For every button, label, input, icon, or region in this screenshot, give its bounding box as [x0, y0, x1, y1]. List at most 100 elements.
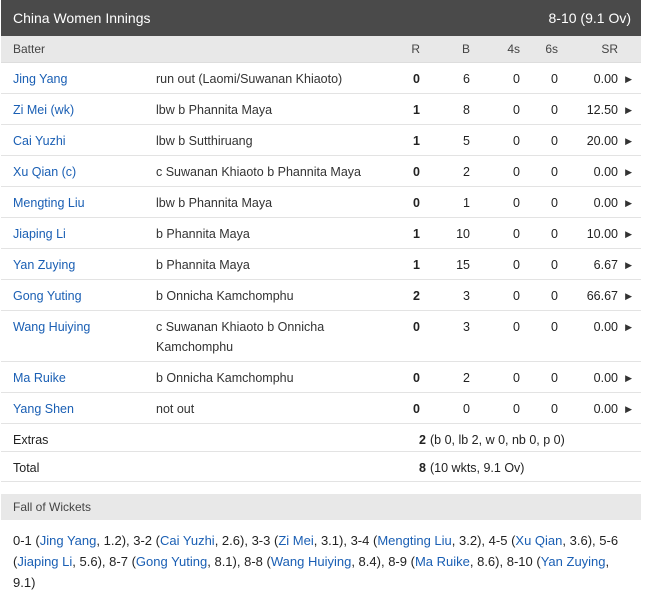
fow-score: 0-1	[13, 533, 32, 548]
col-strike-rate: SR	[601, 42, 618, 56]
col-balls: B	[461, 42, 470, 56]
fow-batter-link[interactable]: Jiaping Li	[17, 554, 73, 569]
fours-value: 0	[513, 165, 520, 179]
expand-arrow-icon[interactable]: ▶	[625, 291, 632, 301]
fow-score: 3-3	[251, 533, 271, 548]
strike-rate-value: 0.00	[593, 371, 618, 385]
batter-list: Jing Yang run out (Laomi/Suwanan Khiaoto)…	[1, 63, 641, 424]
batter-row[interactable]: Yan Zuying b Phannita Maya 1 15 0 0 6.67 ▶	[1, 249, 641, 280]
batter-row[interactable]: Mengting Liu lbw b Phannita Maya 0 1 0 0 0.00 ▶	[1, 187, 641, 218]
dismissal-text: b Phannita Maya	[156, 227, 250, 241]
fow-score: 3-2	[133, 533, 153, 548]
dismissal-text: c Suwanan Khiaoto b Onnicha Kamchomphu	[156, 320, 325, 354]
expand-arrow-icon[interactable]: ▶	[625, 198, 632, 208]
batter-row[interactable]: Jing Yang run out (Laomi/Suwanan Khiaoto)…	[1, 63, 641, 94]
fow-batter-link[interactable]: Jing Yang	[39, 533, 97, 548]
fours-value: 0	[513, 196, 520, 210]
expand-arrow-icon[interactable]: ▶	[625, 105, 632, 115]
innings-score: 8-10 (9.1 Ov)	[548, 10, 631, 26]
batter-name-link[interactable]: Jing Yang	[13, 72, 68, 86]
dismissal-text: b Phannita Maya	[156, 258, 250, 272]
expand-arrow-icon[interactable]: ▶	[625, 322, 632, 332]
batter-row[interactable]: Zi Mei (wk) lbw b Phannita Maya 1 8 0 0 12.50 ▶	[1, 94, 641, 125]
batter-name-link[interactable]: Wang Huiying	[13, 320, 91, 334]
runs-value: 0	[413, 320, 420, 334]
batter-name-link[interactable]: Zi Mei (wk)	[13, 103, 75, 117]
sixes-value: 0	[551, 165, 558, 179]
batter-name-link[interactable]: Jiaping Li	[13, 227, 66, 241]
column-header: Batter R B 4s 6s SR	[1, 36, 641, 63]
runs-value: 2	[413, 289, 420, 303]
total-value: 8	[419, 461, 426, 475]
innings-title: China Women Innings	[13, 10, 151, 26]
fow-over: 2.6	[221, 533, 240, 548]
fow-batter-link[interactable]: Cai Yuzhi	[160, 533, 215, 548]
sixes-value: 0	[551, 402, 558, 416]
batter-name-link[interactable]: Mengting Liu	[13, 196, 85, 210]
fours-value: 0	[513, 103, 520, 117]
fow-batter-link[interactable]: Zi Mei	[278, 533, 314, 548]
sixes-value: 0	[551, 371, 558, 385]
sixes-value: 0	[551, 103, 558, 117]
batter-row[interactable]: Xu Qian (c) c Suwanan Khiaoto b Phannita …	[1, 156, 641, 187]
dismissal-text: lbw b Sutthiruang	[156, 134, 253, 148]
innings-header: China Women Innings 8-10 (9.1 Ov)	[1, 0, 641, 36]
fours-value: 0	[513, 258, 520, 272]
dismissal-text: lbw b Phannita Maya	[156, 103, 273, 117]
fow-batter-link[interactable]: Wang Huiying	[270, 554, 352, 569]
balls-value: 6	[463, 72, 470, 86]
batter-name-link[interactable]: Xu Qian (c)	[13, 165, 77, 179]
batter-row[interactable]: Jiaping Li b Phannita Maya 1 10 0 0 10.00 ▶	[1, 218, 641, 249]
batter-name-link[interactable]: Gong Yuting	[13, 289, 82, 303]
sixes-value: 0	[551, 258, 558, 272]
fow-score: 8-8	[244, 554, 263, 569]
col-batter: Batter	[13, 42, 46, 56]
fow-batter-link[interactable]: Mengting Liu	[377, 533, 452, 548]
fow-score: 5-6	[599, 533, 619, 548]
batter-name-link[interactable]: Yan Zuying	[13, 258, 76, 272]
expand-arrow-icon[interactable]: ▶	[625, 260, 632, 270]
extras-detail: (b 0, lb 2, w 0, nb 0, p 0)	[430, 433, 565, 447]
batter-name-link[interactable]: Cai Yuzhi	[13, 134, 66, 148]
balls-value: 2	[463, 371, 470, 385]
expand-arrow-icon[interactable]: ▶	[625, 404, 632, 414]
balls-value: 3	[463, 289, 470, 303]
dismissal-text: c Suwanan Khiaoto b Phannita Maya	[156, 165, 361, 179]
strike-rate-value: 0.00	[593, 165, 618, 179]
fow-batter-link[interactable]: Gong Yuting	[135, 554, 208, 569]
fow-batter-link[interactable]: Yan Zuying	[540, 554, 606, 569]
fow-over: 8.1	[214, 554, 233, 569]
sixes-value: 0	[551, 227, 558, 241]
fow-batter-link[interactable]: Ma Ruike	[414, 554, 470, 569]
fow-over: 3.6	[569, 533, 588, 548]
batter-name-link[interactable]: Yang Shen	[13, 402, 74, 416]
batter-row[interactable]: Ma Ruike b Onnicha Kamchomphu 0 2 0 0 0.00 ▶	[1, 362, 641, 393]
batter-row[interactable]: Cai Yuzhi lbw b Sutthiruang 1 5 0 0 20.00 ▶	[1, 125, 641, 156]
strike-rate-value: 0.00	[593, 402, 618, 416]
strike-rate-value: 6.67	[593, 258, 618, 272]
batter-name-link[interactable]: Ma Ruike	[13, 371, 66, 385]
batter-row[interactable]: Gong Yuting b Onnicha Kamchomphu 2 3 0 0 66.67…	[1, 280, 641, 311]
sixes-value: 0	[551, 196, 558, 210]
fours-value: 0	[513, 371, 520, 385]
balls-value: 1	[463, 196, 470, 210]
balls-value: 2	[463, 165, 470, 179]
fow-over: 5.6	[79, 554, 98, 569]
fow-score: 4-5	[488, 533, 508, 548]
extras-row: Extras 2 (b 0, lb 2, w 0, nb 0, p 0)	[1, 424, 641, 452]
fow-over: 3.1	[320, 533, 340, 548]
expand-arrow-icon[interactable]: ▶	[625, 229, 632, 239]
batter-row[interactable]: Yang Shen not out 0 0 0 0 0.00 ▶	[1, 393, 641, 424]
fow-over: 8.6	[477, 554, 496, 569]
batter-row[interactable]: Wang Huiying c Suwanan Khiaoto b Onnicha …	[1, 311, 641, 362]
expand-arrow-icon[interactable]: ▶	[625, 373, 632, 383]
balls-value: 5	[463, 134, 470, 148]
fours-value: 0	[513, 289, 520, 303]
dismissal-text: run out (Laomi/Suwanan Khiaoto)	[156, 72, 343, 86]
expand-arrow-icon[interactable]: ▶	[625, 167, 632, 177]
expand-arrow-icon[interactable]: ▶	[625, 136, 632, 146]
strike-rate-value: 0.00	[593, 72, 618, 86]
fow-batter-link[interactable]: Xu Qian	[515, 533, 563, 548]
expand-arrow-icon[interactable]: ▶	[625, 74, 632, 84]
balls-value: 8	[463, 103, 470, 117]
